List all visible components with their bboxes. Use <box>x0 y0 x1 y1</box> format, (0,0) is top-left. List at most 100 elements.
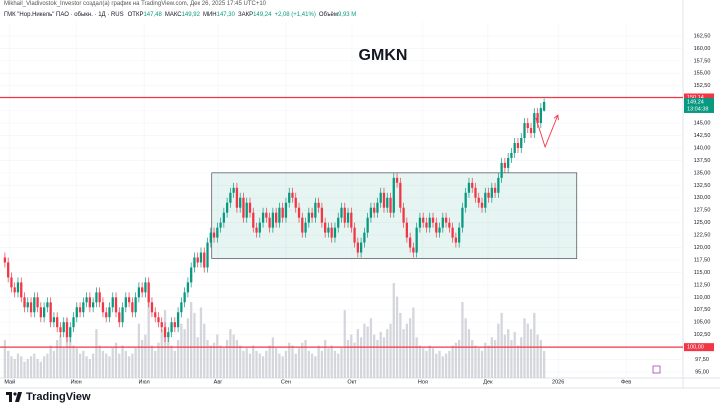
candle-body <box>395 177 399 183</box>
author-line: Mikhail_Vladivostok_Investor создал(а) г… <box>4 1 267 7</box>
candle-body <box>500 162 503 178</box>
candle-body <box>438 227 441 233</box>
volume-bar <box>150 345 154 378</box>
volume-bar <box>444 353 448 378</box>
candle-body <box>3 257 7 263</box>
volume-bar <box>343 310 346 378</box>
volume-bar <box>448 350 451 378</box>
volume-bar <box>284 350 288 378</box>
candle-body <box>451 227 454 238</box>
volume-bar <box>304 340 307 378</box>
candle-body <box>39 307 42 318</box>
candle-body <box>170 322 173 333</box>
y-tick-label: 155,00 <box>694 71 711 77</box>
volume-bar <box>438 350 441 378</box>
candle-body <box>65 322 69 338</box>
candle-body <box>127 297 131 303</box>
x-tick-label: Фев <box>621 379 631 385</box>
volume-bar <box>382 337 386 378</box>
candle-body <box>480 202 484 208</box>
volume-bar <box>346 340 350 378</box>
candle-body <box>526 123 529 129</box>
volume-bar <box>124 350 127 378</box>
volume-bar <box>85 356 88 378</box>
candle-body <box>307 212 310 223</box>
candle-body <box>359 242 363 253</box>
volume-bar <box>65 318 69 378</box>
candle-body <box>173 322 176 328</box>
candle-body <box>134 297 137 313</box>
x-tick-label: Дек <box>483 379 493 385</box>
volume-bar <box>193 312 196 378</box>
candle-body <box>88 297 92 308</box>
candle-body <box>52 317 56 323</box>
candle-body <box>46 302 49 308</box>
candle-body <box>26 302 29 308</box>
volume-bar <box>190 302 193 378</box>
volume-bar <box>379 331 382 378</box>
volume-bar <box>98 345 101 378</box>
volume-bar <box>163 310 167 378</box>
candle-body <box>23 297 26 308</box>
brand: TradingView <box>26 391 91 403</box>
alert-icon <box>652 365 661 374</box>
ohlc: ОТКР147,48 МАКС149,92 МИН147,30 ЗАКР149,24 <box>128 12 275 18</box>
candle-body <box>29 302 33 313</box>
volume-bar <box>356 329 359 378</box>
y-tick-label: 135,00 <box>694 170 711 176</box>
volume-bar <box>180 323 183 378</box>
change: +2,08 (+1,41%) <box>274 12 316 18</box>
candle-body <box>343 207 346 223</box>
candle-body <box>255 227 258 233</box>
volume-bar <box>75 348 78 378</box>
candle-body <box>252 212 255 228</box>
candle-body <box>124 297 127 308</box>
volume-bar <box>386 329 389 378</box>
volume-bar <box>536 334 539 378</box>
ohlc-value: 149,92 <box>181 12 200 18</box>
volume-bar <box>310 353 314 378</box>
candle-body <box>72 317 75 328</box>
y-tick-label: 157,50 <box>694 58 711 64</box>
volume-bar <box>340 348 343 378</box>
candle-body <box>458 227 461 243</box>
y-tick-label: 110,00 <box>694 295 710 301</box>
candle-body <box>258 222 261 233</box>
volume-bar <box>428 345 431 378</box>
candle-body <box>121 307 124 323</box>
candle-body <box>212 232 216 238</box>
candle-body <box>69 327 72 338</box>
volume-bar <box>281 356 284 378</box>
candle-body <box>49 302 52 323</box>
volume-bar <box>42 356 46 378</box>
candle-body <box>435 222 438 233</box>
candle-body <box>320 207 324 223</box>
candle-body <box>346 212 350 223</box>
volume-bar <box>497 323 500 378</box>
volume-bar <box>278 353 281 378</box>
candle-body <box>317 202 320 208</box>
candle-body <box>274 212 278 223</box>
candle-body <box>376 202 379 213</box>
candle-body <box>111 297 114 308</box>
volume-bar <box>490 337 493 378</box>
volume-bar <box>392 283 395 378</box>
y-tick-label: 140,00 <box>694 145 711 151</box>
candle-body <box>157 317 160 323</box>
volume-bar <box>288 342 291 378</box>
volume-bar <box>533 312 536 378</box>
candle-body <box>150 302 154 313</box>
candle-body <box>330 227 333 238</box>
candle-body <box>353 227 356 243</box>
volume-bar <box>127 356 131 378</box>
candle-body <box>281 207 284 218</box>
volume-bar <box>160 329 163 378</box>
candle-body <box>56 317 59 328</box>
candle-body <box>333 227 337 238</box>
volume-bar <box>255 350 258 378</box>
candle-body <box>510 152 513 158</box>
volume-bar <box>516 345 520 378</box>
volume-bar <box>88 359 92 378</box>
volume-bar <box>376 340 379 378</box>
candle-body <box>209 232 212 243</box>
